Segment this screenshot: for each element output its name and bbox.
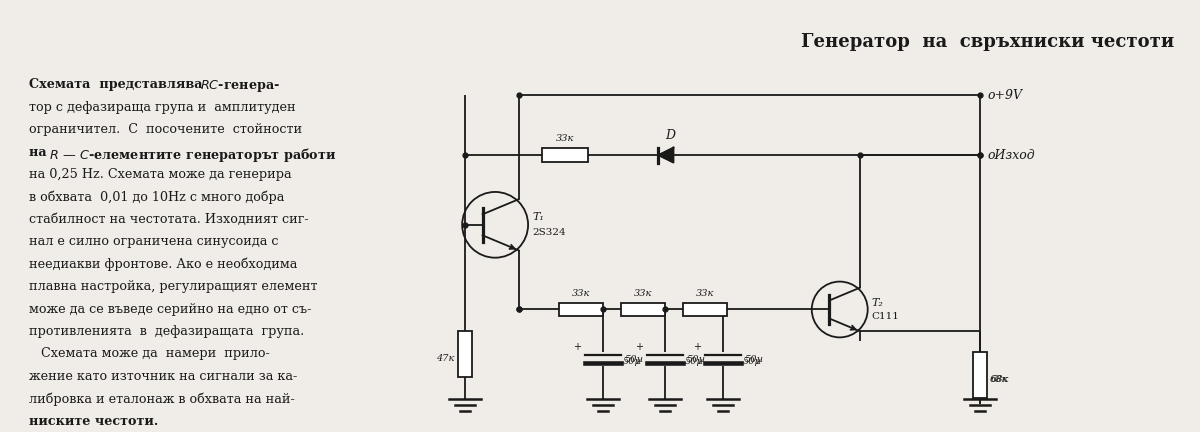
Text: 2S324: 2S324 bbox=[532, 228, 565, 237]
Bar bbox=[972, 352, 986, 398]
Polygon shape bbox=[659, 148, 673, 162]
Text: жение като източник на сигнали за ка-: жение като източник на сигнали за ка- bbox=[29, 370, 296, 383]
Text: +: + bbox=[635, 342, 643, 353]
Text: противленията  в  дефазиращата  група.: противленията в дефазиращата група. bbox=[29, 325, 304, 338]
Text: неедиакви фронтове. Ако е необходима: неедиакви фронтове. Ако е необходима bbox=[29, 258, 298, 271]
Text: стабилност на честотата. Изходният сиг-: стабилност на честотата. Изходният сиг- bbox=[29, 213, 308, 226]
Text: o+9V: o+9V bbox=[988, 89, 1022, 102]
Text: 33к: 33к bbox=[571, 289, 590, 298]
Text: може да се въведе серийно на едно от съ-: може да се въведе серийно на едно от съ- bbox=[29, 302, 311, 315]
Text: плавна настройка, регулиращият елемент: плавна настройка, регулиращият елемент bbox=[29, 280, 317, 293]
Text: 47к: 47к bbox=[436, 354, 454, 363]
Text: ниските честоти.: ниските честоти. bbox=[29, 415, 158, 428]
Bar bbox=[559, 302, 602, 317]
Text: 50µ: 50µ bbox=[744, 355, 763, 364]
Text: Схемата може да  намери  прило-: Схемата може да намери прило- bbox=[29, 347, 270, 360]
Text: С111: С111 bbox=[871, 312, 900, 321]
Text: D: D bbox=[665, 129, 674, 142]
Text: либровка и еталонаж в обхвата на най-: либровка и еталонаж в обхвата на най- bbox=[29, 392, 294, 406]
Text: ограничител.  С  посочените  стойности: ограничител. С посочените стойности bbox=[29, 123, 301, 136]
Text: oИзход: oИзход bbox=[988, 149, 1036, 162]
Text: $\mathit{R}$ — $\mathit{C}$-елементите генераторът работи: $\mathit{R}$ — $\mathit{C}$-елементите г… bbox=[49, 146, 336, 164]
Text: 33к: 33к bbox=[634, 289, 652, 298]
Text: 33к: 33к bbox=[696, 289, 714, 298]
Text: 50µ: 50µ bbox=[743, 357, 762, 366]
Bar bbox=[458, 331, 472, 377]
Text: 50µ: 50µ bbox=[685, 357, 703, 366]
Text: 50µ: 50µ bbox=[623, 357, 642, 366]
Text: +: + bbox=[572, 342, 581, 353]
Bar bbox=[683, 302, 727, 317]
Text: на 0,25 Hz. Схемата може да генерира: на 0,25 Hz. Схемата може да генерира bbox=[29, 168, 292, 181]
Text: 68к: 68к bbox=[990, 375, 1008, 384]
Bar bbox=[620, 302, 665, 317]
Text: 50µ: 50µ bbox=[625, 355, 643, 364]
Text: $\mathit{RC}$-генера-: $\mathit{RC}$-генера- bbox=[200, 78, 281, 94]
Text: 33к: 33к bbox=[556, 134, 575, 143]
Text: на: на bbox=[29, 146, 50, 159]
Text: Схемата  представлява: Схемата представлява bbox=[29, 78, 216, 92]
Text: Генератор  на  свръхниски честоти: Генератор на свръхниски честоти bbox=[802, 32, 1175, 51]
Text: T₂: T₂ bbox=[871, 298, 883, 308]
Bar bbox=[542, 148, 588, 162]
Text: 68к: 68к bbox=[990, 375, 1009, 384]
Text: T₁: T₁ bbox=[532, 212, 544, 222]
Text: нал е силно ограничена синусоида с: нал е силно ограничена синусоида с bbox=[29, 235, 278, 248]
Text: в обхвата  0,01 до 10Hz с много добра: в обхвата 0,01 до 10Hz с много добра bbox=[29, 191, 284, 204]
Text: +: + bbox=[692, 342, 701, 353]
Text: 50µ: 50µ bbox=[686, 355, 706, 364]
Text: тор с дефазираща група и  амплитуден: тор с дефазираща група и амплитуден bbox=[29, 101, 295, 114]
